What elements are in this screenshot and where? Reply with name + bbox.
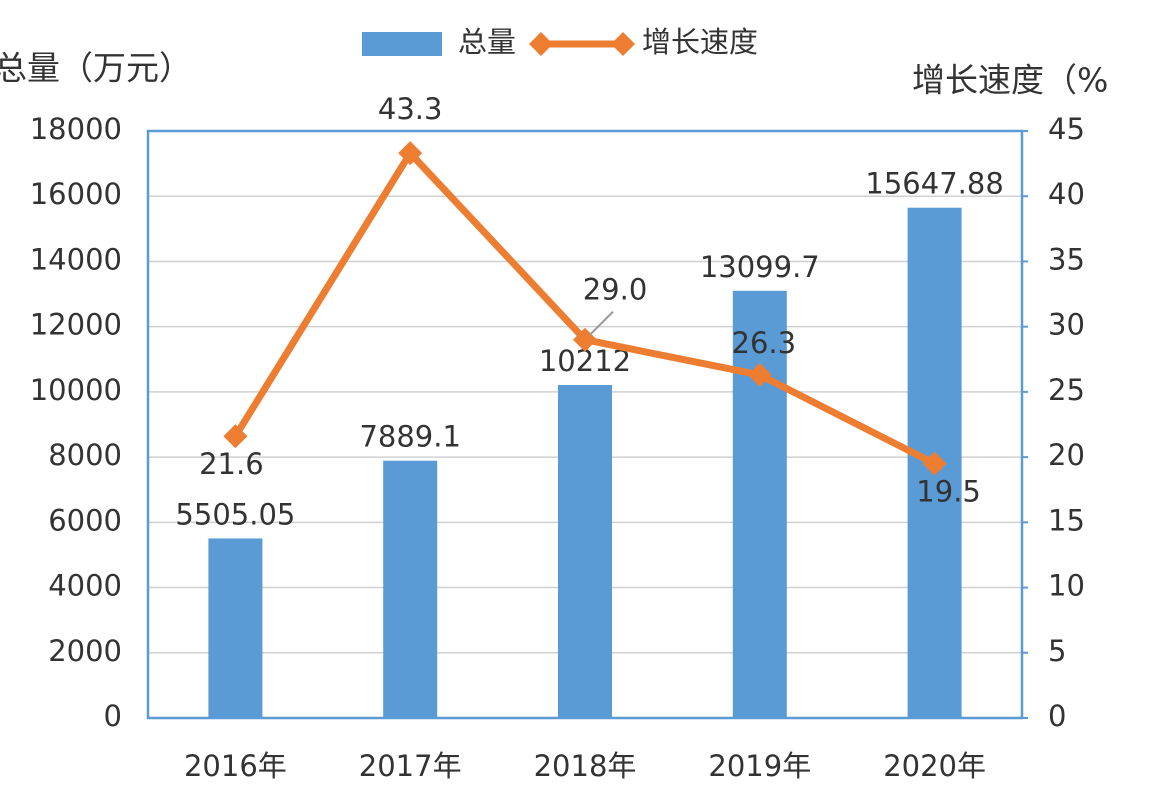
legend-label: 总量 bbox=[458, 25, 516, 59]
legend-swatch bbox=[611, 32, 635, 56]
y-tick-label: 8000 bbox=[48, 438, 122, 472]
y2-tick-label: 45 bbox=[1048, 112, 1085, 146]
line-value-label: 29.0 bbox=[583, 273, 648, 307]
bar bbox=[208, 538, 263, 718]
y2-tick-label: 15 bbox=[1048, 503, 1085, 537]
x-tick-label: 2020年 bbox=[883, 749, 986, 783]
y-tick-label: 10000 bbox=[30, 373, 122, 407]
bar-value-label: 7889.1 bbox=[359, 420, 460, 454]
x-tick-label: 2016年 bbox=[184, 749, 287, 783]
y2-tick-label: 20 bbox=[1048, 438, 1085, 472]
line-marker bbox=[398, 141, 423, 166]
y-tick-label: 6000 bbox=[48, 503, 122, 537]
line-value-label: 26.3 bbox=[732, 326, 797, 360]
y2-tick-label: 0 bbox=[1048, 699, 1066, 733]
bar-value-label: 5505.05 bbox=[175, 497, 295, 531]
y-tick-label: 12000 bbox=[30, 308, 122, 342]
y2-tick-label: 5 bbox=[1048, 634, 1066, 668]
line-value-label: 21.6 bbox=[199, 447, 264, 481]
y-tick-label: 16000 bbox=[30, 177, 122, 211]
bar bbox=[732, 290, 787, 718]
y2-axis-title: 增长速度（% bbox=[912, 61, 1108, 100]
y2-tick-label: 25 bbox=[1048, 373, 1085, 407]
y-tick-label: 2000 bbox=[48, 634, 122, 668]
y-tick-label: 4000 bbox=[48, 569, 122, 603]
y2-tick-label: 35 bbox=[1048, 242, 1085, 276]
y2-tick-label: 40 bbox=[1048, 177, 1085, 211]
bar-value-label: 13099.7 bbox=[700, 250, 820, 284]
line-marker bbox=[922, 451, 947, 476]
x-tick-label: 2019年 bbox=[708, 749, 811, 783]
bar-value-label: 15647.88 bbox=[865, 167, 1003, 201]
line-marker bbox=[747, 362, 772, 387]
leader-line bbox=[589, 311, 614, 336]
bar bbox=[383, 460, 438, 718]
legend-label: 增长速度 bbox=[642, 25, 758, 59]
y-tick-label: 0 bbox=[104, 699, 122, 733]
line-value-label: 43.3 bbox=[378, 92, 443, 126]
y-axis-title: 总量（万元） bbox=[0, 49, 192, 88]
x-tick-label: 2017年 bbox=[359, 749, 462, 783]
legend-swatch bbox=[529, 32, 553, 56]
y2-tick-label: 10 bbox=[1048, 569, 1085, 603]
line-value-label: 19.5 bbox=[916, 475, 981, 509]
y-tick-label: 18000 bbox=[30, 112, 122, 146]
y-tick-label: 14000 bbox=[30, 242, 122, 276]
line-marker bbox=[223, 424, 248, 449]
bar bbox=[558, 384, 612, 718]
x-tick-label: 2018年 bbox=[534, 749, 637, 783]
legend-swatch bbox=[362, 32, 442, 56]
y2-tick-label: 30 bbox=[1048, 308, 1085, 342]
